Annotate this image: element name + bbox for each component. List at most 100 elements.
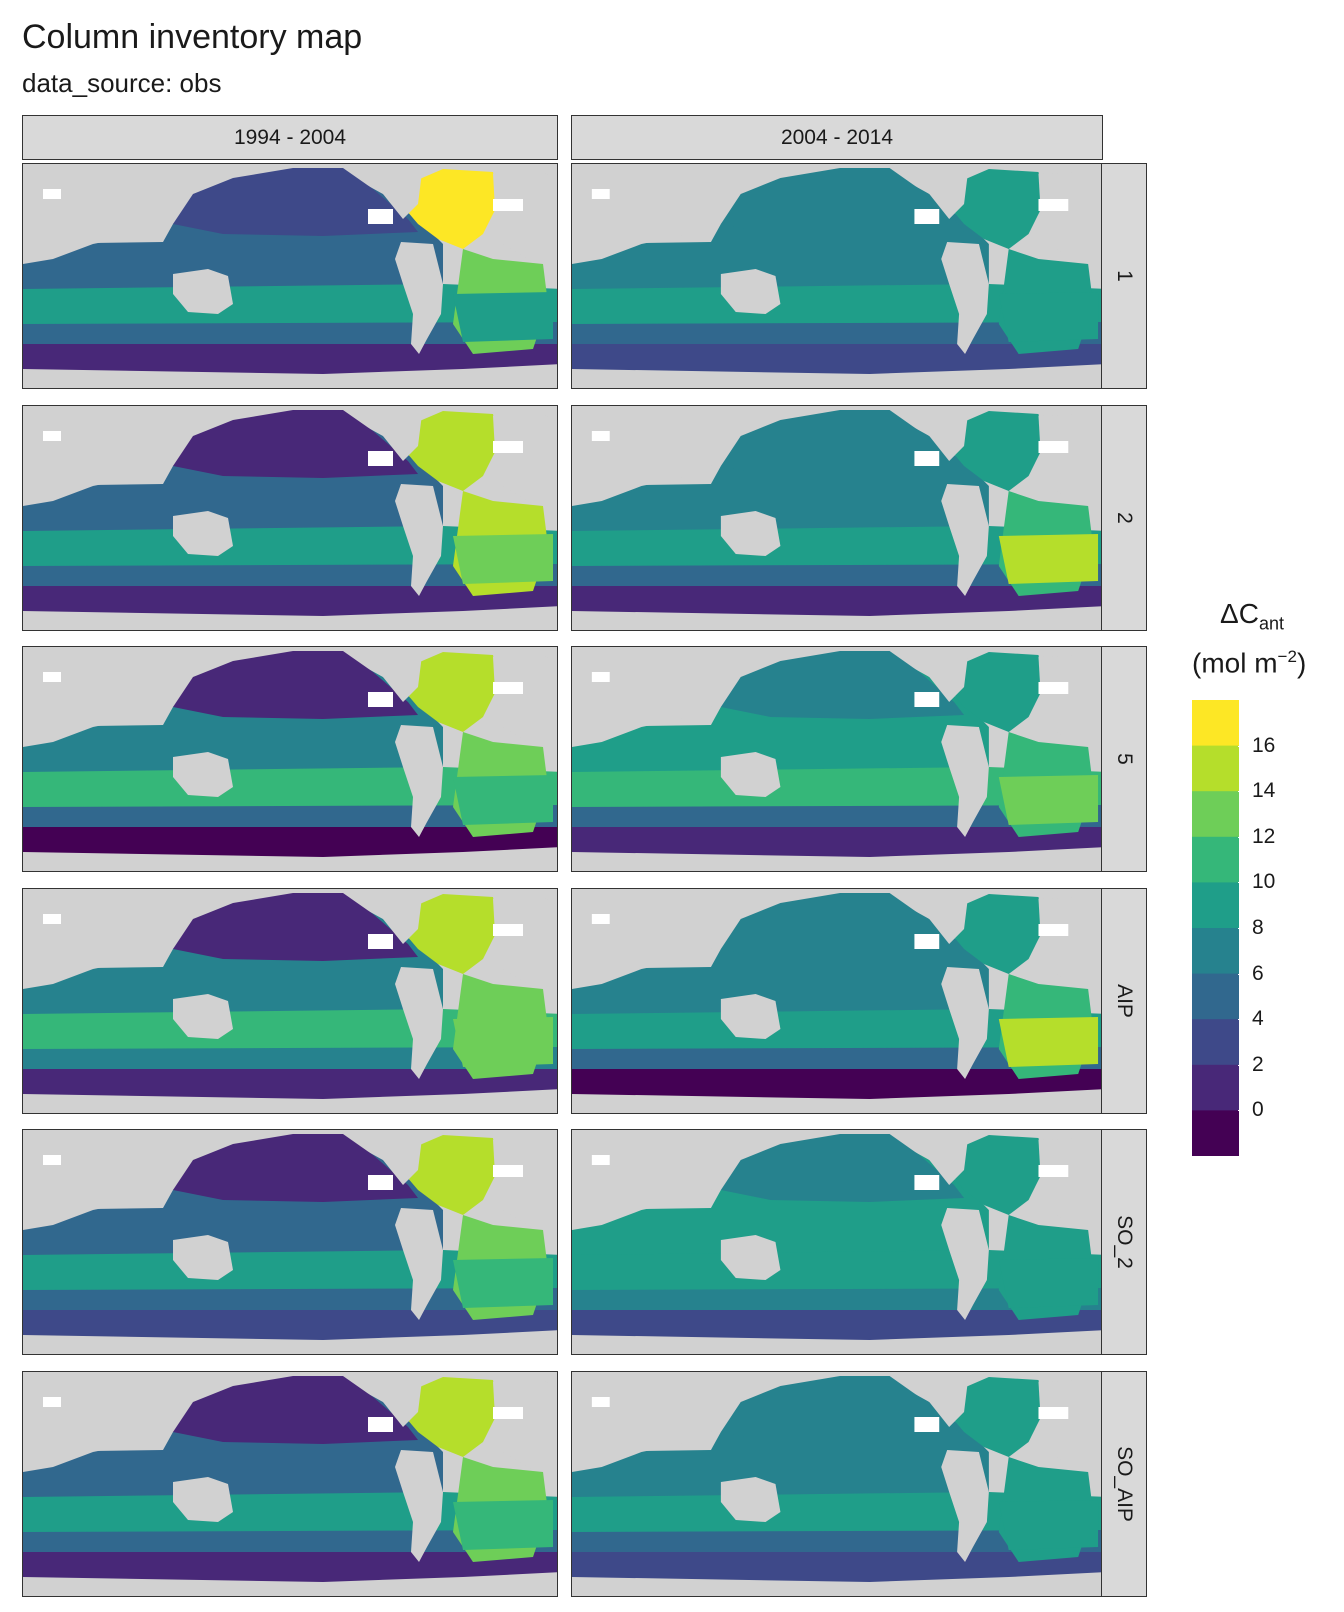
no-data-patch — [493, 1406, 523, 1419]
legend-break-label: 6 — [1252, 961, 1264, 985]
africa-europe-land — [493, 1138, 557, 1228]
legend-break-label: 16 — [1252, 733, 1276, 757]
south-america-land — [941, 242, 989, 354]
map-panel-2-1 — [22, 404, 558, 631]
legend-break-label: 10 — [1252, 870, 1276, 894]
facet-strip-row-label: 2 — [1113, 511, 1136, 524]
no-data-patch — [43, 1396, 61, 1407]
map-panel-AIP-1 — [22, 887, 558, 1114]
ocean-south-atlantic — [998, 1016, 1099, 1067]
ocean-south-atlantic — [453, 775, 553, 825]
no-data-patch — [914, 933, 940, 949]
legend-title: ΔCant — [1220, 598, 1284, 634]
facet-strip-row-SO_2: SO_2 — [1101, 1129, 1147, 1355]
no-data-patch — [368, 933, 393, 949]
ocean-north-pacific — [720, 1375, 965, 1444]
no-data-patch — [493, 1165, 523, 1177]
legend-tick — [1238, 928, 1244, 929]
facet-strip-row-AIP: AIP — [1101, 887, 1147, 1114]
africa-europe-land — [493, 172, 557, 262]
legend-tick — [1238, 791, 1244, 793]
no-data-patch — [1038, 923, 1069, 936]
africa-europe-land — [493, 896, 557, 987]
north-america-land — [343, 888, 423, 944]
south-america-land — [395, 1449, 443, 1562]
ocean-north-atlantic — [401, 652, 498, 732]
australia-land — [173, 993, 233, 1039]
facet-strip-row-SO_AIP: SO_AIP — [1101, 1370, 1147, 1597]
ocean-north-pacific — [173, 1375, 418, 1444]
ocean-southern-ocean — [23, 827, 557, 857]
africa-europe-land — [1038, 413, 1102, 504]
africa-europe-land — [1038, 655, 1102, 745]
australia-land — [720, 1476, 781, 1522]
legend-color-bin — [1192, 836, 1239, 883]
ocean-south-atlantic — [998, 1258, 1099, 1308]
legend-tick — [1238, 1019, 1244, 1021]
no-data-patch — [493, 923, 523, 936]
map-panel-5-1 — [22, 646, 558, 872]
ocean-southern-ocean — [572, 585, 1102, 616]
africa-europe-land — [1038, 172, 1102, 262]
no-data-patch — [914, 1175, 940, 1190]
legend-color-bin — [1192, 1064, 1239, 1111]
ocean-north-atlantic — [947, 652, 1044, 732]
no-data-patch — [368, 209, 393, 224]
no-data-patch — [591, 1155, 610, 1165]
map-panel-SO_AIP-1 — [22, 1370, 558, 1597]
ocean-southern-ocean — [23, 1068, 557, 1099]
map-panel-SO_2-1 — [22, 1129, 558, 1355]
legend-tick — [1238, 1110, 1244, 1112]
legend-color-bin — [1192, 973, 1239, 1020]
africa-europe-land — [1038, 1379, 1102, 1470]
legend-unit: (mol m−2) — [1192, 647, 1307, 679]
map-panel-SO_2-2 — [571, 1129, 1103, 1355]
australia-land — [720, 1235, 781, 1280]
no-data-patch — [368, 1416, 393, 1432]
no-data-patch — [1038, 682, 1069, 694]
ocean-north-pacific — [173, 892, 418, 961]
north-america-land — [889, 888, 970, 944]
south-america-land — [941, 483, 989, 596]
south-america-land — [395, 483, 443, 596]
legend-color-bin — [1192, 882, 1239, 929]
north-america-land — [889, 164, 970, 219]
facet-strip-row-label: SO_AIP — [1113, 1445, 1136, 1522]
legend-tick — [1238, 745, 1244, 747]
australia-land — [720, 269, 781, 314]
facet-strip-column-1: 1994 - 2004 — [22, 115, 558, 160]
australia-land — [173, 269, 233, 314]
australia-land — [173, 510, 233, 556]
south-america-land — [395, 966, 443, 1079]
ocean-north-pacific — [720, 168, 965, 236]
no-data-patch — [493, 440, 523, 453]
africa-europe-land — [493, 413, 557, 504]
africa-europe-land — [493, 655, 557, 745]
africa-europe-land — [1038, 1138, 1102, 1228]
ocean-south-atlantic — [453, 1499, 553, 1550]
no-data-patch — [368, 450, 393, 466]
legend-break-label: 4 — [1252, 1007, 1264, 1031]
ocean-north-pacific — [173, 1134, 418, 1202]
no-data-patch — [43, 913, 61, 924]
ocean-north-pacific — [173, 409, 418, 478]
ocean-north-atlantic — [401, 1376, 498, 1457]
antarctica-land — [23, 1340, 557, 1354]
australia-land — [720, 752, 781, 797]
no-data-patch — [368, 692, 393, 707]
ocean-south-atlantic — [998, 775, 1099, 825]
legend-color-bin — [1192, 928, 1239, 975]
ocean-south-atlantic — [453, 292, 553, 342]
no-data-patch — [1038, 440, 1069, 453]
ocean-north-pacific — [720, 409, 965, 478]
ocean-north-pacific — [720, 1134, 965, 1202]
africa-europe-land — [1038, 896, 1102, 987]
antarctica-land — [572, 1340, 1102, 1354]
north-america-land — [889, 405, 970, 461]
legend-color-bin — [1192, 700, 1239, 747]
australia-land — [720, 993, 781, 1039]
facet-strip-row-1: 1 — [1101, 163, 1147, 389]
south-america-land — [395, 725, 443, 837]
map-panel-SO_AIP-2 — [571, 1370, 1103, 1597]
south-america-land — [941, 1208, 989, 1320]
